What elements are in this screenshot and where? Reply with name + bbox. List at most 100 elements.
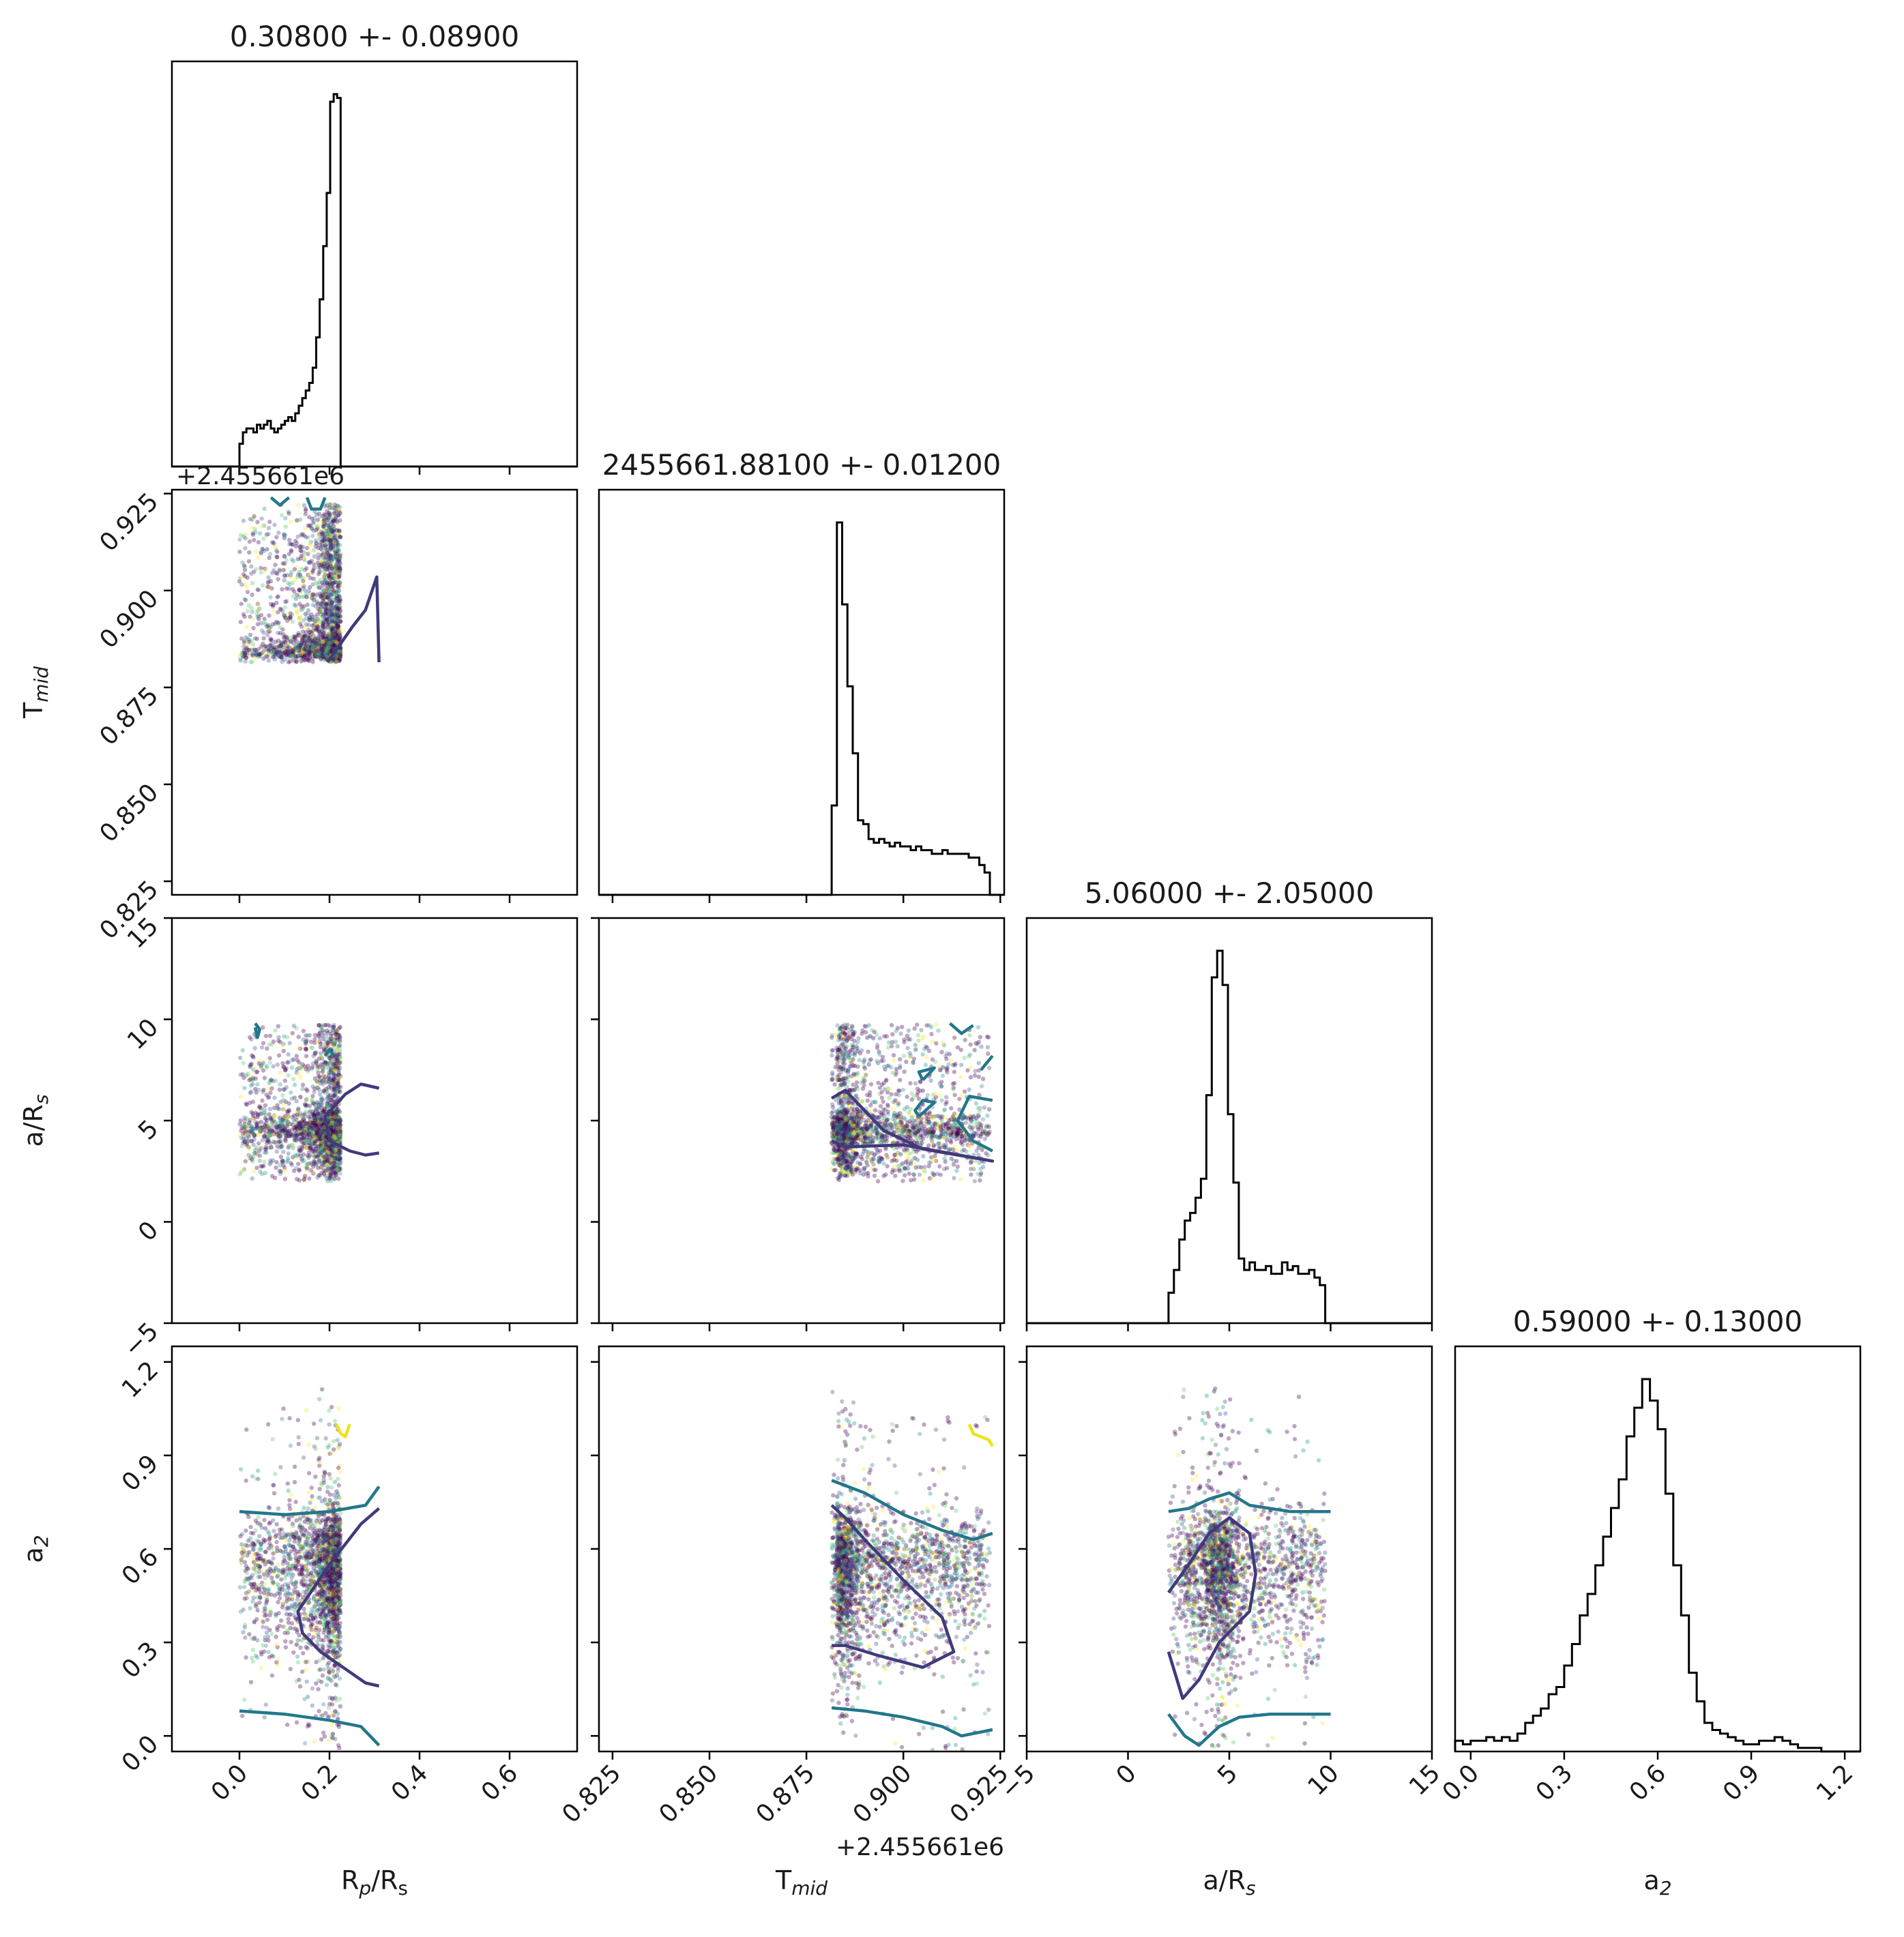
scatter-point [334,544,338,548]
scatter-point [291,1122,295,1127]
scatter-point [272,649,277,654]
scatter-point [248,1118,253,1123]
scatter-point [309,1130,314,1135]
scatter-point [264,1117,269,1122]
scatter-point [298,621,303,626]
scatter-point [319,650,324,655]
scatter-point [330,538,335,543]
scatter-point [328,642,333,647]
scatter-point [312,554,317,559]
scatter-point [293,653,298,659]
scatter-point [336,630,341,636]
scatter-point [237,653,242,657]
scatter-point [307,651,312,655]
scatter-point [293,1134,297,1138]
scatter-point [327,641,332,646]
scatter-point [270,604,276,609]
scatter-point [319,1147,323,1152]
scatter-point [319,653,324,658]
scatter-point [237,549,242,555]
scatter-point [326,1079,331,1084]
scatter-point [331,645,336,650]
scatter-point [308,655,312,660]
scatter-point [294,541,299,546]
scatter-point [274,1140,279,1145]
scatter-point [287,1109,291,1114]
scatter-point [329,647,334,652]
scatter-point [267,1042,272,1047]
scatter-point [304,1168,309,1172]
scatter-point [305,602,310,607]
scatter-point [250,1117,254,1122]
scatter-point [323,533,327,538]
scatter-point [302,584,306,589]
scatter-point [326,1039,332,1044]
scatter-point [240,1048,245,1053]
scatter-point [241,655,246,660]
scatter-point [334,659,338,664]
scatter-point [336,1089,340,1094]
scatter-point [307,1127,312,1133]
scatter-point [334,653,339,659]
scatter-point [328,648,333,653]
scatter-point [332,1039,337,1045]
scatter-point [247,648,252,653]
scatter-point [318,653,323,659]
scatter-point [333,619,338,624]
scatter-point [325,1155,330,1160]
scatter-point [297,645,302,651]
scatter-point [336,658,340,664]
scatter-point [302,1119,307,1123]
scatter-point [326,1084,332,1090]
scatter-point [310,595,314,601]
scatter-point [287,587,291,591]
scatter-point [276,630,280,636]
scatter-point [308,1120,312,1125]
scatter-point [310,641,314,646]
scatter-point [320,653,325,657]
scatter-point [328,1151,334,1156]
scatter-point [334,1109,340,1114]
scatter-point [336,1061,341,1065]
scatter-point [300,1086,305,1091]
scatter-point [338,634,343,638]
scatter-point [330,645,336,650]
scatter-point [297,1138,302,1142]
scatter-point [336,1077,341,1082]
scatter-point [292,1095,297,1100]
scatter-point [325,535,330,541]
scatter-point [324,637,329,642]
scatter-point [327,1170,332,1176]
panel-frame [171,488,578,896]
scatter-point [237,537,242,542]
scatter-point [295,1177,299,1182]
scatter-point [327,1056,333,1061]
scatter-point [330,542,335,547]
scatter-point [334,626,338,632]
scatter-point [288,646,293,651]
scatter-point [278,641,284,647]
scatter-point [297,574,303,579]
scatter-point [334,619,339,623]
scatter-point [282,1034,287,1039]
scatter-point [334,636,338,641]
scatter-point [338,511,342,516]
scatter-point [302,647,306,652]
scatter-point [315,1064,320,1069]
scatter-point [302,647,307,652]
scatter-point [329,604,334,608]
scatter-point [336,1168,342,1172]
scatter-point [295,649,299,653]
scatter-point [335,567,340,572]
scatter-point [264,1064,269,1069]
scatter-point [325,1147,329,1151]
panel-rp-ars [171,917,578,1325]
scatter-point [312,1114,317,1119]
scatter-point [266,623,271,628]
scatter-point [287,1108,292,1112]
scatter-point [262,1150,267,1155]
scatter-point [322,538,327,544]
scatter-point [328,1057,334,1062]
scatter-point [268,625,273,630]
scatter-point [309,1133,314,1138]
